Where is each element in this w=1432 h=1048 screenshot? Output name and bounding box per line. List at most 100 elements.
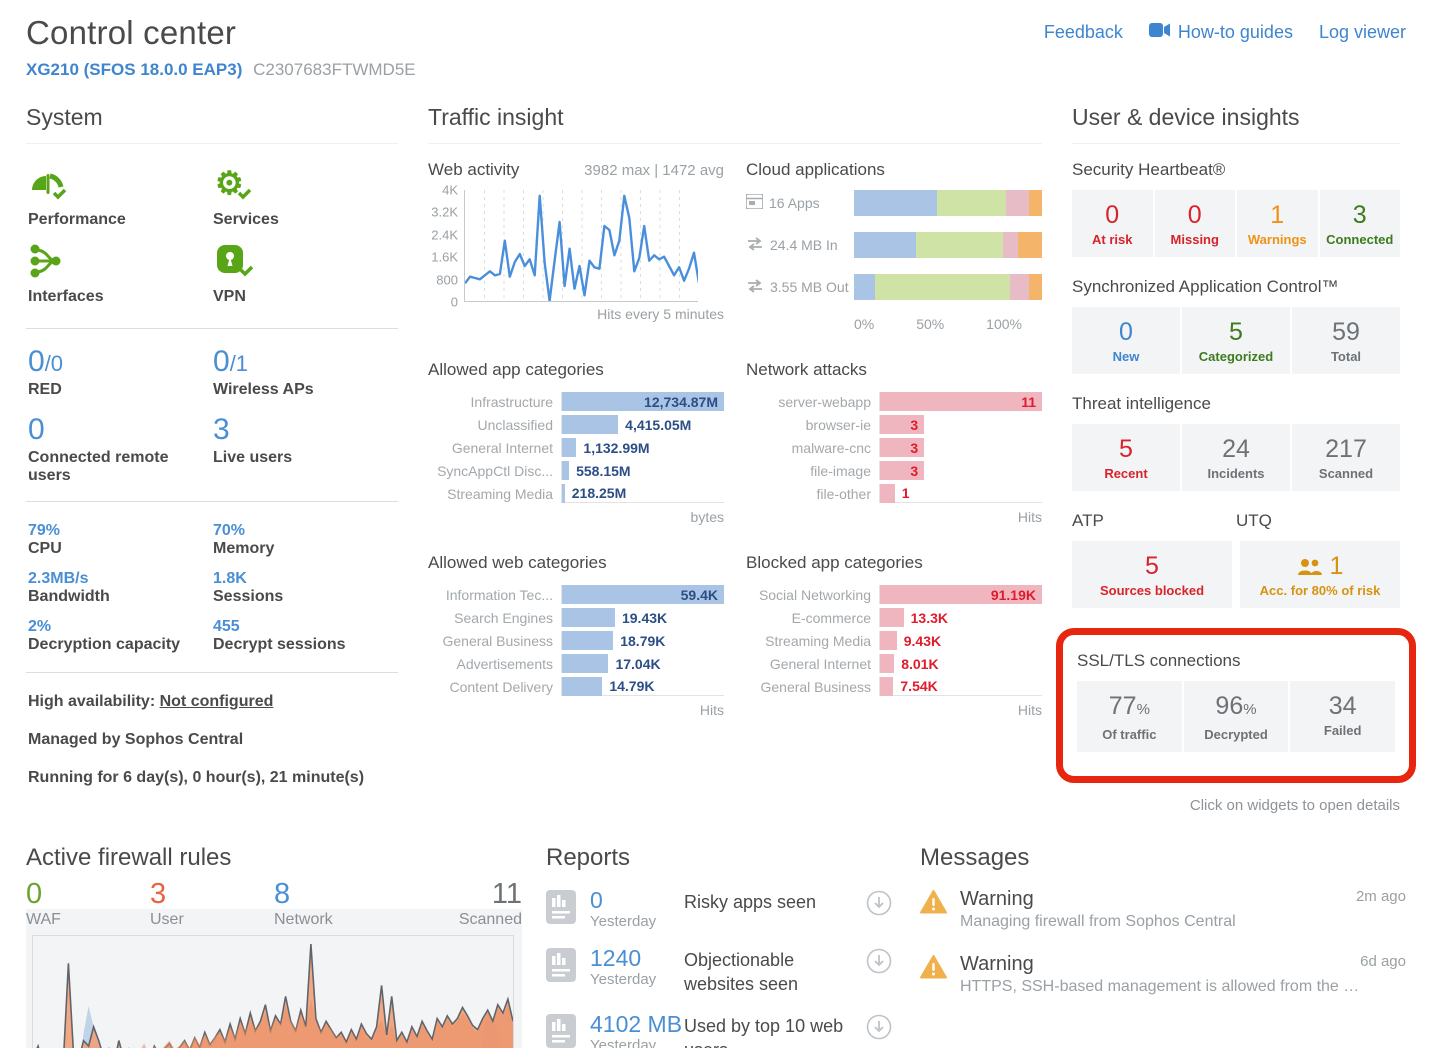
- stat-box-value: 3: [1352, 201, 1367, 229]
- bar-row: Streaming Media 218.25M: [428, 482, 724, 505]
- system-metric-cpu[interactable]: 79% CPU: [28, 522, 213, 558]
- stat-box-label: Categorized: [1198, 349, 1274, 364]
- bar-segment: [854, 232, 917, 258]
- bar-row-label: Streaming Media: [765, 632, 871, 649]
- bar-row-fill: [562, 415, 619, 434]
- bar-row-value: 11: [1021, 393, 1036, 410]
- bar-segment: [936, 190, 1007, 216]
- bar-row-label: server-webapp: [778, 393, 871, 410]
- axis-tick: 50%: [916, 316, 945, 332]
- stat-box-categorized[interactable]: 5 Categorized: [1182, 307, 1290, 374]
- firewall-activity-chart[interactable]: [32, 935, 514, 1048]
- stat-box-total[interactable]: 59 Total: [1292, 307, 1400, 374]
- bar-row: file-other 1: [746, 482, 1042, 505]
- system-services: Performance ⚙ Services Interfaces VPN: [26, 160, 398, 320]
- stat-box-connected[interactable]: 3 Connected: [1319, 190, 1400, 257]
- log-viewer-link[interactable]: Log viewer: [1318, 22, 1406, 42]
- cloud-row-label: 3.55 MB Out: [746, 278, 854, 296]
- message-row[interactable]: Warning 2m ago Managing firewall from Soph…: [920, 888, 1406, 931]
- bar-row: Unclassified 4,415.05M: [428, 413, 724, 436]
- firewall-stat-label: Network: [274, 911, 333, 928]
- stat-box-new[interactable]: 0 New: [1072, 307, 1180, 374]
- stat-box-of-traffic[interactable]: 77% Of traffic: [1077, 681, 1182, 752]
- stat-box-warnings[interactable]: 1 Warnings: [1237, 190, 1318, 257]
- stat-box-incidents[interactable]: 24 Incidents: [1182, 424, 1290, 491]
- stat-box-value: 96%: [1215, 692, 1257, 720]
- stat-box-decrypted[interactable]: 96% Decrypted: [1183, 681, 1289, 752]
- web-activity-widget[interactable]: Web activity 3982 max | 1472 avg 4K 3.2K 2…: [428, 160, 724, 322]
- insights-section: User & device insights Security Heartbea…: [1056, 104, 1416, 814]
- stat-box-value: 0: [1105, 201, 1120, 229]
- system-count-wireless-aps[interactable]: 0/1 Wireless APs: [213, 347, 398, 399]
- system-count-red[interactable]: 0/0 RED: [28, 347, 213, 399]
- video-camera-icon: [1148, 22, 1171, 43]
- stat-box-label: Connected: [1326, 232, 1394, 247]
- system-metric-memory[interactable]: 70% Memory: [213, 522, 398, 558]
- bar-row-label: General Business: [442, 632, 553, 649]
- system-count-connected-remote-users[interactable]: 0 Connected remote users: [28, 415, 213, 485]
- cloud-row-label: 24.4 MB In: [746, 236, 854, 254]
- stat-box-acc-for-80-of-risk[interactable]: 1 Acc. for 80% of risk: [1240, 541, 1400, 608]
- system-metric-sessions[interactable]: 1.8K Sessions: [213, 570, 398, 606]
- stat-box-sources-blocked[interactable]: 5 Sources blocked: [1072, 541, 1232, 608]
- download-icon[interactable]: [866, 946, 896, 996]
- bar-row: Social Networking 91.19K: [746, 583, 1042, 606]
- firewall-stat-waf[interactable]: 0 WAF: [26, 878, 150, 929]
- cloud-applications-widget[interactable]: Cloud applications 16 Apps 24.4 MB In 3.55…: [745, 160, 1042, 332]
- system-service-performance[interactable]: Performance: [28, 166, 213, 229]
- count-label: Connected remote users: [28, 449, 169, 484]
- service-label: VPN: [213, 288, 246, 305]
- bar-row-value: 1: [901, 485, 910, 501]
- bar-row-label: Advertisements: [456, 655, 553, 672]
- stat-box-label: At risk: [1092, 232, 1133, 247]
- stat-box-value: 5: [1229, 318, 1243, 346]
- stat-box-missing[interactable]: 0 Missing: [1154, 190, 1235, 257]
- device-model-link[interactable]: XG210 (SFOS 18.0.0 EAP3): [26, 60, 243, 79]
- cloud-row-16-apps: 16 Apps: [745, 190, 1042, 216]
- divider: [26, 672, 398, 673]
- report-row[interactable]: 1240 Yesterday Objectionable websites seen: [546, 946, 896, 996]
- bar-row-track: 8.01K: [879, 654, 1042, 673]
- system-service-services[interactable]: ⚙ Services: [213, 165, 398, 229]
- bar-row: General Business 7.54K: [746, 675, 1042, 698]
- download-icon[interactable]: [866, 888, 896, 930]
- allowed-web-categories-widget[interactable]: Allowed web categories Information Tec..…: [428, 553, 724, 718]
- system-metric-decrypt-sessions[interactable]: 455 Decrypt sessions: [213, 618, 398, 654]
- network-attacks-widget[interactable]: Network attacks server-webapp 11 browser-i…: [746, 360, 1042, 525]
- stat-box-scanned[interactable]: 217 Scanned: [1292, 424, 1400, 491]
- bar-segment: [854, 274, 875, 300]
- warning-icon: [920, 953, 960, 996]
- firewall-stat-network[interactable]: 8 Network: [274, 878, 398, 929]
- stat-box-failed[interactable]: 34 Failed: [1290, 681, 1396, 752]
- report-value: 0: [590, 887, 603, 913]
- system-metric-bandwidth[interactable]: 2.3MB/s Bandwidth: [28, 570, 213, 606]
- message-row[interactable]: Warning 6d ago HTTPS, SSH-based management…: [920, 953, 1406, 996]
- ssl-annotation-highlight: SSL/TLS connections 77% Of traffic 96% Decr…: [1056, 628, 1416, 783]
- allowed-app-categories-widget[interactable]: Allowed app categories Infrastructure 12,…: [428, 360, 724, 525]
- network-attacks-chart: server-webapp 11 browser-ie 3 malware-cnc 3 fi…: [746, 390, 1042, 505]
- blocked-app-categories-widget[interactable]: Blocked app categories Social Networking…: [746, 553, 1042, 718]
- stat-box-at-risk[interactable]: 0 At risk: [1072, 190, 1153, 257]
- howto-guides-link[interactable]: How-to guides: [1148, 22, 1293, 43]
- firewall-stat-user[interactable]: 3 User: [150, 878, 274, 929]
- firewall-stat-value: 11: [491, 878, 522, 910]
- metric-value: 1.8K: [213, 570, 247, 587]
- feedback-link[interactable]: Feedback: [1043, 22, 1123, 42]
- ha-not-configured-link[interactable]: Not configured: [159, 693, 274, 710]
- report-row[interactable]: 0 Yesterday Risky apps seen: [546, 888, 896, 930]
- system-count-live-users[interactable]: 3 Live users: [213, 415, 398, 485]
- web-activity-summary: 3982 max | 1472 avg: [584, 162, 724, 179]
- stat-box-recent[interactable]: 5 Recent: [1072, 424, 1180, 491]
- firewall-stat-scanned[interactable]: 11 Scanned: [398, 878, 522, 929]
- download-icon[interactable]: [866, 1012, 896, 1048]
- bar-row-label: Information Tec...: [445, 586, 553, 603]
- bar-segment: [1010, 274, 1029, 300]
- bar-row: malware-cnc 3: [746, 436, 1042, 459]
- system-service-vpn[interactable]: VPN: [213, 243, 398, 306]
- system-metric-decryption-capacity[interactable]: 2% Decryption capacity: [28, 618, 213, 654]
- report-label: Risky apps seen: [684, 892, 817, 912]
- messages-section: Messages Warning 2m ago Managing firewall …: [920, 844, 1406, 1048]
- system-service-interfaces[interactable]: Interfaces: [28, 243, 213, 306]
- web-activity-chart: [464, 190, 698, 302]
